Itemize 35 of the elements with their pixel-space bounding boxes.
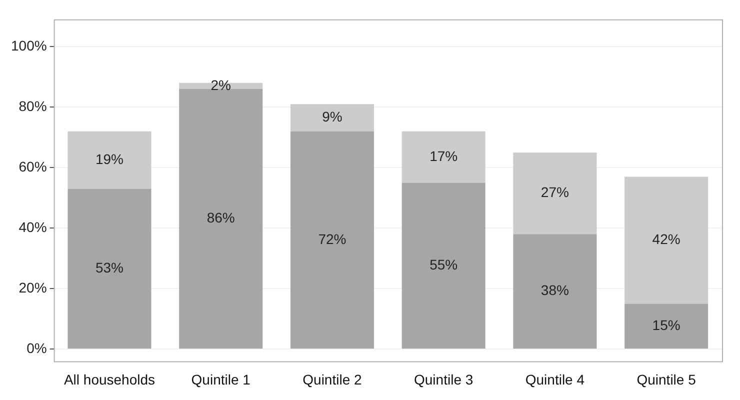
data-label: 9%	[322, 108, 342, 125]
y-tick-label: 80%	[18, 98, 47, 114]
data-label: 38%	[540, 282, 569, 298]
bar	[402, 131, 486, 183]
y-tick-label: 60%	[18, 158, 47, 174]
x-tick-label: Quintile 2	[302, 371, 362, 388]
data-label: 86%	[206, 210, 235, 226]
x-tick-label: All households	[64, 371, 156, 388]
x-tick-label: Quintile 4	[525, 371, 585, 388]
bar	[68, 131, 152, 189]
data-label: 55%	[430, 256, 458, 273]
y-tick-label: 20%	[18, 279, 47, 296]
y-tick-label: 40%	[18, 218, 47, 235]
data-label: 2%	[210, 76, 231, 93]
y-tick-label: 100%	[10, 37, 47, 54]
bar	[290, 104, 374, 132]
x-tick-label: Quintile 5	[636, 371, 696, 388]
bar	[624, 304, 708, 349]
y-tick-label: 0%	[26, 340, 47, 356]
data-label: 27%	[540, 184, 569, 200]
data-label: 72%	[318, 230, 346, 247]
data-label: 53%	[95, 260, 124, 276]
bar	[68, 188, 152, 349]
data-label: 15%	[652, 317, 680, 334]
bar	[179, 88, 263, 349]
data-label: 42%	[652, 231, 680, 248]
data-label: 19%	[95, 150, 124, 167]
bar	[513, 234, 597, 349]
x-tick-label: Quintile 1	[191, 371, 251, 388]
bar	[402, 182, 486, 349]
bar	[290, 131, 374, 349]
data-label: 17%	[430, 148, 458, 164]
x-tick-label: Quintile 3	[414, 371, 474, 388]
bar	[624, 176, 708, 304]
bar	[513, 152, 597, 234]
